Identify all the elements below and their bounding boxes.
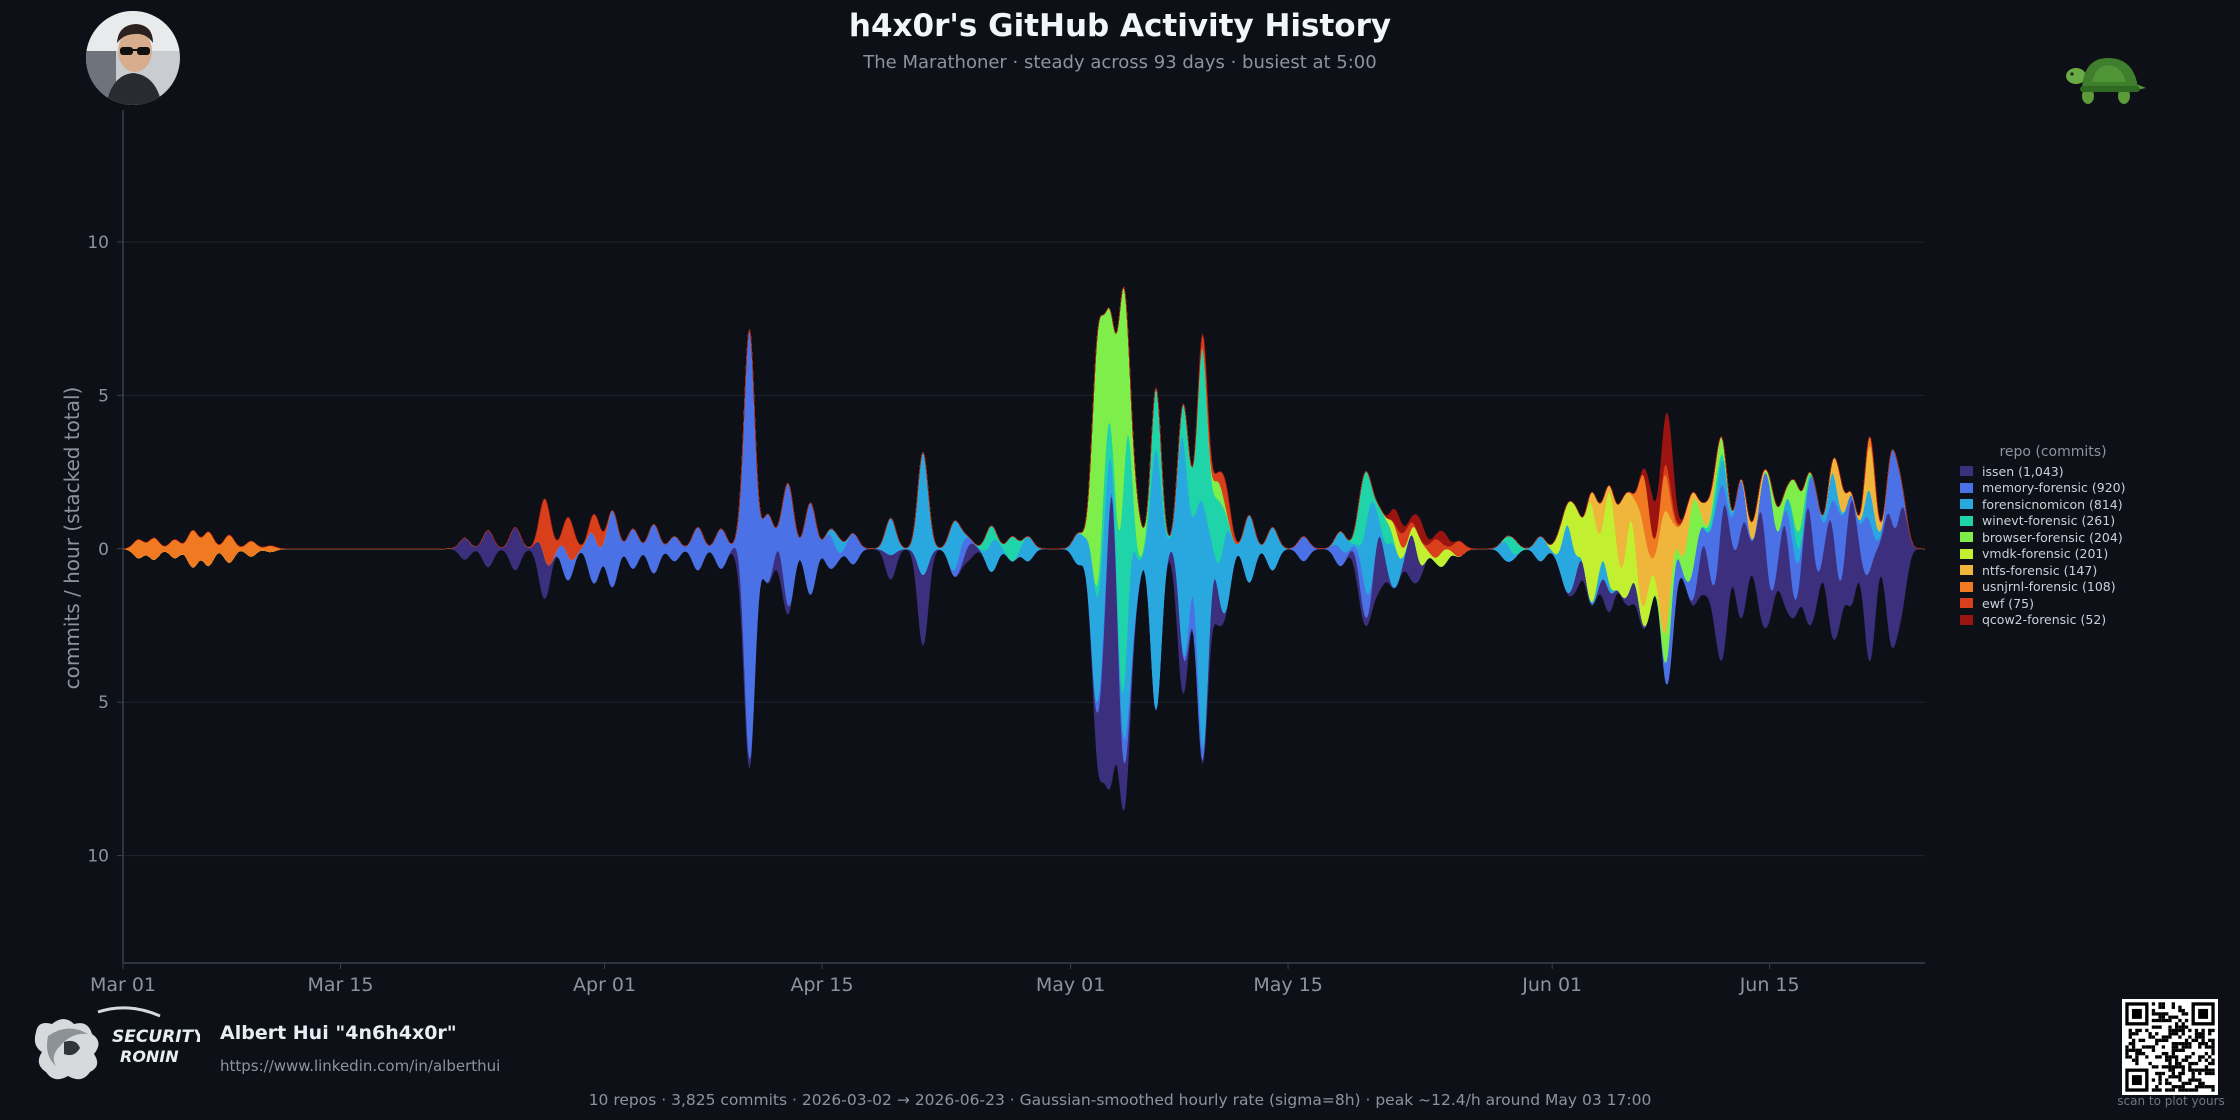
qr-code[interactable]	[2122, 999, 2218, 1095]
x-tick-label: Apr 15	[791, 974, 854, 996]
legend-swatch	[1960, 548, 1973, 559]
legend-items: issen (1,043) memory-forensic (920) forens…	[1960, 463, 2230, 628]
legend-title: repo (commits)	[1999, 444, 2107, 460]
turtle-icon	[2066, 58, 2146, 104]
legend-item: winevt-forensic (261)	[1960, 513, 2230, 530]
qr-caption: scan to plot yours	[2117, 1094, 2225, 1108]
legend-label: ntfs-forensic (147)	[1982, 562, 2098, 578]
x-tick-label: May 01	[1036, 974, 1106, 996]
legend-item: browser-forensic (204)	[1960, 529, 2230, 546]
legend: repo (commits) issen (1,043) memory-foren…	[1960, 444, 2230, 628]
legend-item: qcow2-forensic (52)	[1960, 612, 2230, 629]
x-tick-label: Jun 01	[1521, 974, 1582, 996]
legend-item: memory-forensic (920)	[1960, 480, 2230, 497]
logo-text-bottom: RONIN	[120, 1047, 179, 1066]
y-tick-label: 10	[87, 233, 109, 253]
stream-layer-vmdk-forensic	[122, 286, 1925, 635]
stream-layer-qcow2-forensic	[122, 286, 1925, 550]
legend-item: ewf (75)	[1960, 595, 2230, 612]
y-tick-label: 0	[98, 540, 109, 560]
legend-item: issen (1,043)	[1960, 463, 2230, 480]
legend-label: browser-forensic (204)	[1982, 529, 2123, 545]
x-tick-label: May 15	[1253, 974, 1323, 996]
footer-summary: 10 repos · 3,825 commits · 2026-03-02 → …	[588, 1091, 1652, 1109]
legend-label: winevt-forensic (261)	[1982, 513, 2116, 529]
y-tick-label: 5	[98, 693, 109, 713]
y-tick-label: 10	[87, 847, 109, 867]
y-tick-label: 5	[98, 386, 109, 406]
legend-swatch	[1960, 598, 1973, 609]
author-name: Albert Hui "4n6h4x0r"	[220, 1022, 457, 1044]
legend-label: vmdk-forensic (201)	[1982, 546, 2109, 562]
x-tick-label: Jun 15	[1739, 974, 1800, 996]
stream-layer-browser-forensic	[122, 286, 1925, 663]
legend-label: memory-forensic (920)	[1982, 480, 2126, 496]
x-tick-label: Mar 01	[90, 974, 156, 996]
author-profile-link[interactable]: https://www.linkedin.com/in/alberthui	[220, 1057, 501, 1075]
legend-swatch	[1960, 466, 1973, 477]
x-tick-label: Apr 01	[573, 974, 636, 996]
logo-text-top: SECURITY	[112, 1027, 200, 1047]
legend-swatch	[1960, 581, 1973, 592]
security-ronin-logo: SECURITY RONIN	[34, 1006, 200, 1080]
legend-swatch	[1960, 565, 1973, 576]
axes: 10 5 0 5 10 Mar 01 Mar 15 Apr 01 Apr 15 May 01 May…	[87, 110, 1925, 996]
chart-title: h4x0r's GitHub Activity History	[848, 8, 1392, 44]
legend-item: forensicnomicon (814)	[1960, 496, 2230, 513]
legend-label: issen (1,043)	[1982, 463, 2064, 479]
legend-item: usnjrnl-forensic (108)	[1960, 579, 2230, 596]
legend-label: usnjrnl-forensic (108)	[1982, 579, 2116, 595]
legend-item: vmdk-forensic (201)	[1960, 546, 2230, 563]
legend-label: ewf (75)	[1982, 595, 2034, 611]
legend-swatch	[1960, 482, 1973, 493]
y-axis-label: commits / hour (stacked total)	[60, 387, 84, 690]
legend-swatch	[1960, 614, 1973, 625]
legend-swatch	[1960, 499, 1973, 510]
avatar	[86, 11, 180, 105]
legend-swatch	[1960, 532, 1973, 543]
legend-item: ntfs-forensic (147)	[1960, 562, 2230, 579]
legend-label: forensicnomicon (814)	[1982, 496, 2123, 512]
chart-subtitle: The Marathoner · steady across 93 days ·…	[863, 52, 1377, 73]
stream-layers	[122, 286, 1925, 812]
legend-swatch	[1960, 515, 1973, 526]
legend-label: qcow2-forensic (52)	[1982, 612, 2107, 628]
x-tick-label: Mar 15	[307, 974, 373, 996]
